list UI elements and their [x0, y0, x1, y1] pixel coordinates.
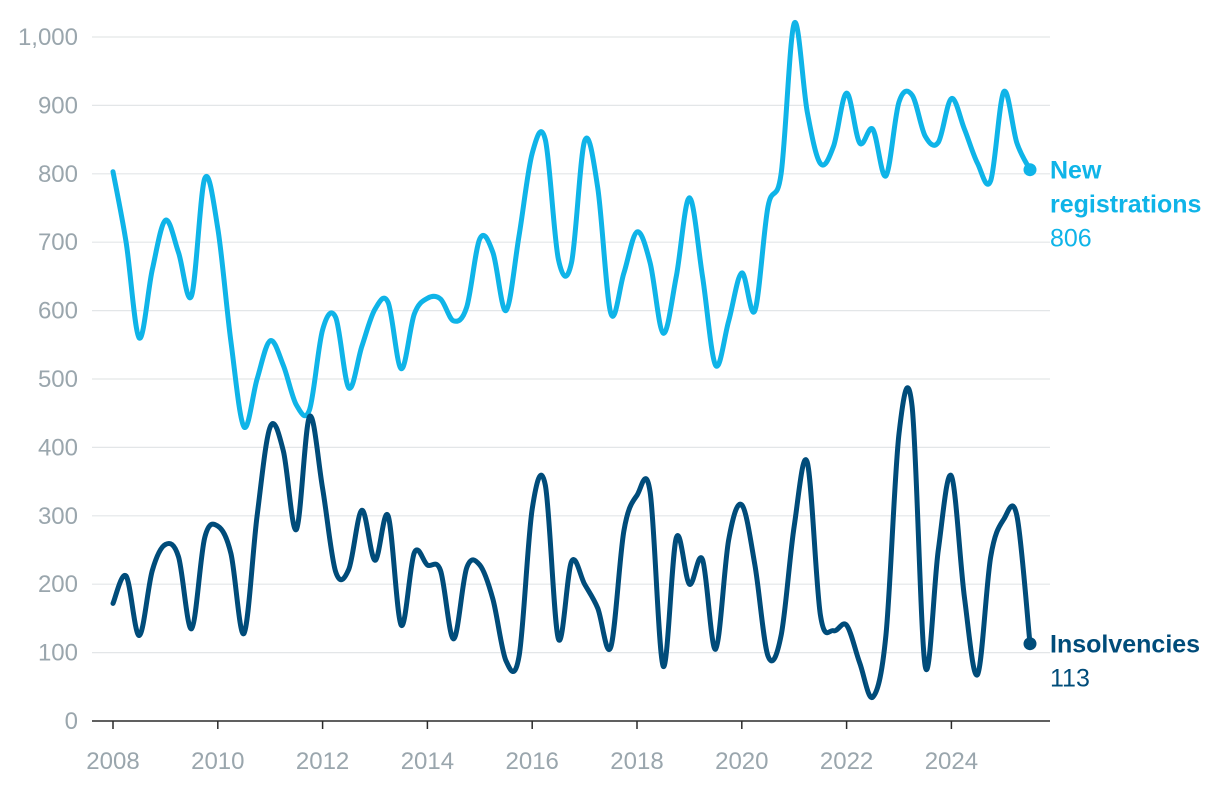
y-tick-label: 400 [38, 434, 78, 461]
y-tick-label: 200 [38, 571, 78, 598]
series-line-insolvencies [110, 385, 1033, 700]
series-end-point-insolvencies [1023, 637, 1037, 651]
x-tick-label: 2022 [820, 748, 873, 775]
series-line-new-registrations [110, 20, 1033, 430]
y-tick-label: 800 [38, 161, 78, 188]
y-tick-label: 300 [38, 503, 78, 530]
y-tick-label: 900 [38, 92, 78, 119]
x-tick-label: 2018 [610, 748, 663, 775]
y-tick-label: 500 [38, 366, 78, 393]
series-end-point-new-registrations [1023, 163, 1037, 177]
series-end-value-new-registrations: 806 [1050, 225, 1092, 253]
y-tick-label: 100 [38, 640, 78, 667]
series-name-label-new-registrations: New [1050, 157, 1102, 185]
y-tick-label: 600 [38, 298, 78, 325]
series-end-labels: New registrations 806 Insolvencies 113 [1050, 157, 1201, 693]
y-tick-label: 1,000 [18, 24, 78, 51]
x-tick-label: 2020 [715, 748, 768, 775]
series-end-value-insolvencies: 113 [1050, 665, 1090, 693]
x-axis: 2008 2010 2012 2014 2016 2018 2020 2022 2024 [86, 720, 1050, 775]
y-tick-label: 700 [38, 229, 78, 256]
y-axis-tick-labels: 0 100 200 300 400 500 600 700 800 900 1,000 [18, 24, 78, 735]
x-tick-label: 2012 [296, 748, 349, 775]
x-tick-label: 2016 [506, 748, 559, 775]
x-tick-label: 2008 [86, 748, 139, 775]
series-lines [110, 20, 1037, 700]
y-tick-label: 0 [65, 708, 78, 735]
x-tick-label: 2024 [925, 748, 978, 775]
x-tick-label: 2014 [401, 748, 454, 775]
series-name-label-insolvencies: Insolvencies [1050, 631, 1200, 659]
x-tick-label: 2010 [191, 748, 244, 775]
series-name-label-new-registrations: registrations [1050, 191, 1201, 219]
